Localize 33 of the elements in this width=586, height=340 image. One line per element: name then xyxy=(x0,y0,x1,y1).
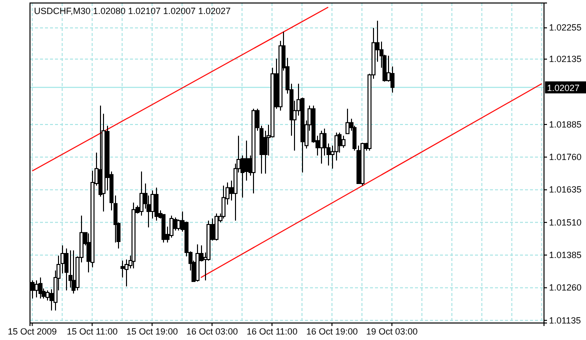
y-tick-label: 1.01135 xyxy=(549,315,581,326)
x-tick-label: 16 Oct 03:00 xyxy=(186,326,238,336)
y-tick-label: 1.01260 xyxy=(549,282,582,293)
x-tick-label: 16 Oct 11:00 xyxy=(246,326,298,336)
y-tick-label: 1.01385 xyxy=(549,250,582,260)
candlestick xyxy=(214,213,218,241)
y-tick-label: 1.01760 xyxy=(549,152,582,162)
candlestick xyxy=(154,187,158,222)
candlestick xyxy=(176,219,180,232)
candlestick xyxy=(222,185,226,220)
y-tick-label: 1.01635 xyxy=(549,184,582,195)
x-tick-label: 16 Oct 19:00 xyxy=(306,326,358,336)
candlestick xyxy=(64,248,68,291)
candlestick xyxy=(124,259,128,287)
candlestick xyxy=(346,108,350,134)
y-tick-label: 1.01885 xyxy=(549,119,582,130)
candlestick xyxy=(38,277,42,299)
y-tick-label: 1.02255 xyxy=(549,22,582,33)
candlestick xyxy=(140,170,144,216)
y-tick-label: 1.01510 xyxy=(549,217,582,228)
candlestick xyxy=(34,280,38,298)
candlestick xyxy=(244,140,248,182)
chart-title: USDCHF,M30 1.02080 1.02107 1.02007 1.02027 xyxy=(34,6,231,16)
x-tick-label: 15 Oct 19:00 xyxy=(126,326,178,336)
x-tick-label: 19 Oct 03:00 xyxy=(366,326,418,336)
candlestick xyxy=(72,250,76,294)
candlestick xyxy=(170,215,174,238)
candlestick xyxy=(120,260,124,278)
y-tick-label: 1.02135 xyxy=(549,54,582,64)
x-tick-label: 15 Oct 11:00 xyxy=(66,326,118,336)
ref-line-label: 1.02027 xyxy=(547,82,580,93)
candlestick xyxy=(342,135,346,148)
x-tick-label: 15 Oct 2009 xyxy=(8,326,57,336)
